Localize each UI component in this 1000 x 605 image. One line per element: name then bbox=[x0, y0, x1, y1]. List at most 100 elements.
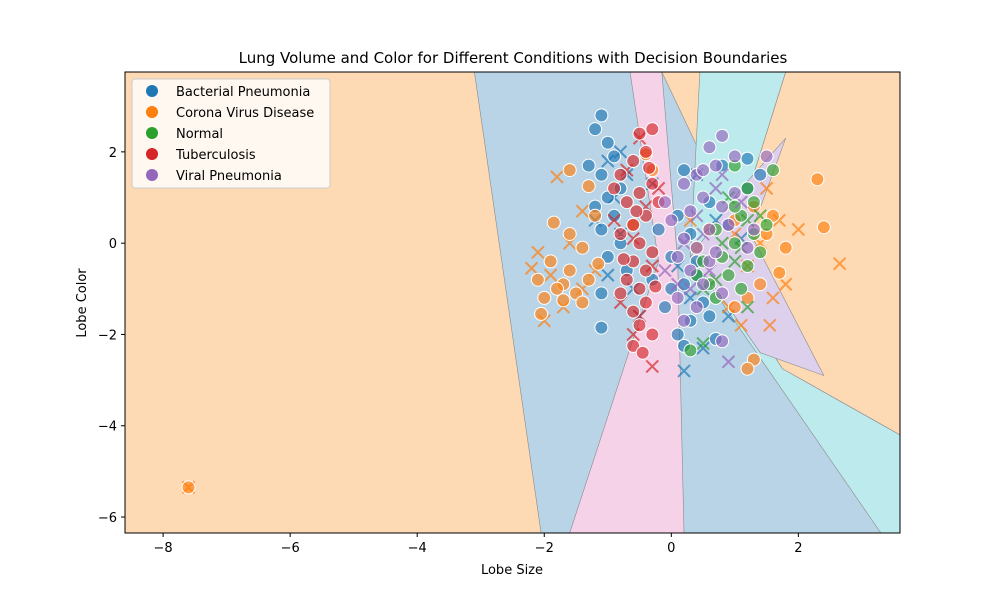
point-tuberculosis bbox=[626, 304, 641, 319]
point-corona-virus-disease bbox=[537, 290, 552, 305]
cross-corona-virus-disease bbox=[550, 170, 564, 184]
data-markers bbox=[181, 108, 847, 495]
cross-viral-pneumonia bbox=[683, 282, 698, 296]
point-tuberculosis bbox=[632, 126, 647, 141]
point-bacterial-pneumonia bbox=[658, 300, 672, 315]
point-bacterial-pneumonia bbox=[651, 222, 666, 237]
point-viral-pneumonia bbox=[670, 290, 685, 305]
point-bacterial-pneumonia bbox=[588, 122, 603, 137]
cross-normal bbox=[728, 254, 742, 269]
point-viral-pneumonia bbox=[708, 158, 723, 173]
legend-marker-tuberculosis bbox=[146, 148, 158, 160]
x-tick-label: −4 bbox=[408, 541, 427, 556]
plot-frame bbox=[124, 71, 901, 534]
point-bacterial-pneumonia bbox=[740, 151, 755, 166]
point-viral-pneumonia bbox=[664, 213, 679, 228]
point-corona-virus-disease bbox=[575, 240, 590, 255]
cross-corona-virus-disease bbox=[778, 277, 793, 291]
plot-area bbox=[124, 71, 901, 534]
point-corona-virus-disease bbox=[753, 277, 768, 292]
point-tuberculosis bbox=[642, 160, 657, 175]
legend: Bacterial Pneumonia Corona Virus Disease N… bbox=[131, 78, 331, 189]
cross-viral-pneumonia bbox=[670, 277, 685, 291]
point-tuberculosis bbox=[619, 195, 634, 210]
point-normal bbox=[740, 259, 755, 273]
cross-normal bbox=[740, 300, 755, 314]
y-axis: −6 −4 −2 0 2 bbox=[98, 146, 125, 526]
cross-viral-pneumonia bbox=[721, 355, 736, 369]
point-viral-pneumonia bbox=[677, 231, 691, 246]
cross-corona-virus-disease bbox=[763, 318, 777, 333]
x-axis: −8 −6 −4 −2 0 2 bbox=[154, 533, 803, 556]
y-tick-label: 2 bbox=[109, 146, 117, 161]
point-viral-pneumonia bbox=[689, 300, 704, 315]
point-corona-virus-disease bbox=[591, 256, 606, 271]
point-normal bbox=[746, 195, 761, 210]
point-viral-pneumonia bbox=[702, 222, 717, 237]
point-viral-pneumonia bbox=[677, 176, 691, 191]
point-tuberculosis bbox=[613, 227, 628, 241]
point-normal bbox=[683, 343, 698, 358]
point-viral-pneumonia bbox=[715, 286, 730, 301]
cross-corona-virus-disease bbox=[575, 204, 590, 218]
point-tuberculosis bbox=[632, 186, 647, 200]
point-viral-pneumonia bbox=[696, 277, 711, 292]
point-corona-virus-disease bbox=[181, 480, 196, 495]
point-bacterial-pneumonia bbox=[702, 309, 717, 324]
y-tick-label: −4 bbox=[98, 420, 117, 435]
point-tuberculosis bbox=[619, 272, 634, 287]
cross-tuberculosis bbox=[607, 213, 621, 228]
y-axis-label: Lobe Color bbox=[75, 268, 90, 338]
legend-label-corona-virus-disease: Corona Virus Disease bbox=[176, 106, 314, 121]
point-bacterial-pneumonia bbox=[594, 108, 609, 123]
point-tuberculosis bbox=[626, 154, 641, 168]
point-corona-virus-disease bbox=[534, 306, 549, 321]
point-normal bbox=[727, 236, 742, 251]
x-tick-label: −8 bbox=[154, 541, 173, 556]
point-tuberculosis bbox=[638, 263, 653, 278]
cross-bacterial-pneumonia bbox=[696, 341, 710, 355]
point-bacterial-pneumonia bbox=[594, 286, 609, 301]
point-tuberculosis bbox=[635, 345, 650, 360]
legend-label-bacterial-pneumonia: Bacterial Pneumonia bbox=[176, 85, 310, 100]
point-normal bbox=[727, 199, 742, 214]
point-normal bbox=[753, 245, 768, 260]
point-tuberculosis bbox=[626, 217, 641, 232]
cross-corona-virus-disease bbox=[832, 256, 847, 271]
cross-viral-pneumonia bbox=[658, 263, 672, 278]
point-viral-pneumonia bbox=[740, 240, 755, 255]
point-tuberculosis bbox=[626, 338, 641, 353]
point-tuberculosis bbox=[648, 279, 663, 294]
point-viral-pneumonia bbox=[696, 163, 711, 178]
point-bacterial-pneumonia bbox=[670, 327, 685, 342]
legend-frame bbox=[131, 78, 331, 189]
point-corona-virus-disease bbox=[778, 240, 793, 255]
cross-corona-virus-disease bbox=[734, 318, 748, 333]
point-bacterial-pneumonia bbox=[677, 163, 691, 178]
point-corona-virus-disease bbox=[530, 272, 545, 287]
cross-viral-pneumonia bbox=[709, 181, 723, 196]
point-bacterial-pneumonia bbox=[607, 149, 622, 164]
point-viral-pneumonia bbox=[727, 186, 742, 200]
point-bacterial-pneumonia bbox=[594, 222, 609, 237]
point-corona-virus-disease bbox=[588, 208, 603, 223]
point-viral-pneumonia bbox=[721, 217, 736, 232]
legend-marker-normal bbox=[146, 127, 158, 139]
point-viral-pneumonia bbox=[715, 334, 730, 349]
point-bacterial-pneumonia bbox=[753, 167, 768, 182]
point-normal bbox=[734, 281, 749, 296]
point-tuberculosis bbox=[613, 167, 628, 182]
chart-title: Lung Volume and Color for Different Cond… bbox=[239, 49, 788, 67]
point-tuberculosis bbox=[632, 236, 647, 251]
point-corona-virus-disease bbox=[740, 361, 755, 376]
legend-marker-corona-virus-disease bbox=[146, 106, 158, 118]
cross-corona-virus-disease bbox=[759, 181, 774, 196]
legend-marker-bacterial-pneumonia bbox=[146, 85, 158, 97]
point-bacterial-pneumonia bbox=[607, 208, 622, 223]
cross-corona-virus-disease bbox=[531, 245, 545, 259]
cross-corona-virus-disease bbox=[543, 268, 558, 282]
point-bacterial-pneumonia bbox=[600, 249, 615, 264]
point-viral-pneumonia bbox=[683, 204, 698, 219]
point-tuberculosis bbox=[638, 295, 653, 310]
